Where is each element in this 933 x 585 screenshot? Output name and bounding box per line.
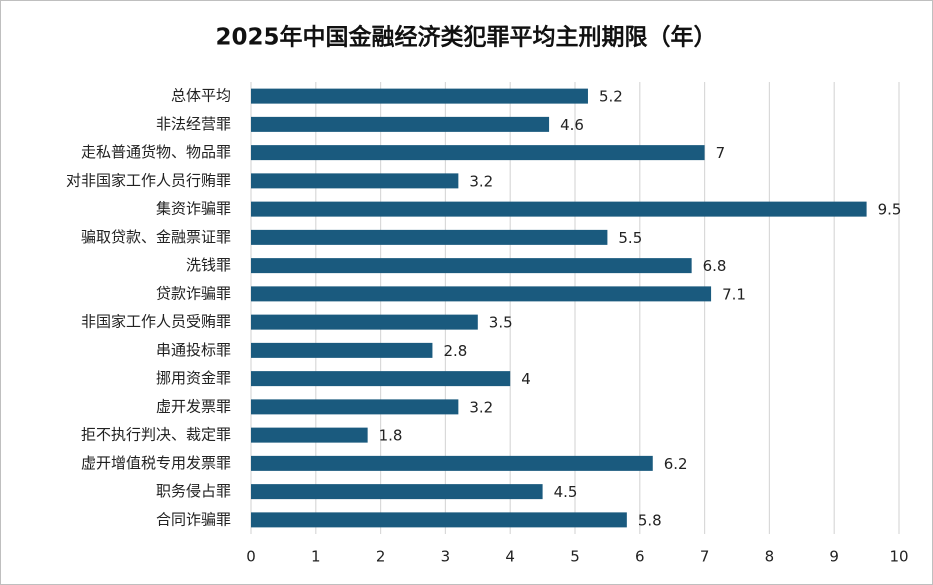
bar [251,116,550,132]
x-tick-label: 10 [889,548,908,566]
y-tick-label: 虚开增值税专用发票罪 [81,454,231,472]
data-label: 3.2 [469,398,493,416]
bar [251,286,712,302]
y-tick-label: 洗钱罪 [186,256,231,274]
bar [251,399,459,415]
y-tick-label: 走私普通货物、物品罪 [81,143,231,161]
data-label: 4.6 [560,116,584,134]
data-label: 5.2 [599,88,623,106]
bar [251,427,368,443]
bar [251,258,692,274]
y-tick-label: 贷款诈骗罪 [156,284,231,302]
x-tick-label: 3 [441,548,451,566]
bar [251,201,867,217]
bar [251,314,478,330]
y-tick-label: 串通投标罪 [156,341,231,359]
y-tick-label: 职务侵占罪 [156,482,231,500]
y-tick-label: 骗取贷款、金融票证罪 [81,228,231,246]
data-label: 6.2 [664,455,688,473]
chart-title: 2025年中国金融经济类犯罪平均主刑期限（年） [215,24,716,51]
y-tick-label: 非国家工作人员受贿罪 [81,313,231,331]
data-label: 5.5 [618,229,642,247]
bar [251,88,588,104]
bar [251,342,433,358]
x-tick-label: 1 [311,548,321,566]
data-label: 2.8 [443,342,467,360]
y-tick-label: 对非国家工作人员行贿罪 [66,171,231,189]
bar [251,229,608,245]
y-tick-label: 非法经营罪 [156,115,231,133]
data-label: 4.5 [554,483,578,501]
y-tick-label: 虚开发票罪 [156,397,231,415]
y-tick-label: 挪用资金罪 [156,369,231,387]
y-tick-label: 合同诈骗罪 [156,510,231,528]
x-tick-label: 2 [376,548,386,566]
y-tick-label: 集资诈骗罪 [156,200,231,218]
x-tick-label: 5 [570,548,580,566]
y-tick-label: 拒不执行判决、裁定罪 [81,426,231,444]
data-label: 7 [716,144,726,162]
x-tick-label: 0 [246,548,256,566]
x-tick-label: 9 [829,548,839,566]
x-tick-label: 8 [765,548,775,566]
bar [251,173,459,189]
data-label: 1.8 [379,427,403,445]
x-tick-label: 7 [700,548,710,566]
y-tick-label: 总体平均 [171,87,231,105]
bar [251,145,705,161]
bar [251,371,511,387]
data-label: 5.8 [638,511,662,529]
bar [251,512,627,528]
data-label: 9.5 [878,201,902,219]
bar [251,484,543,500]
data-label: 6.8 [703,257,727,275]
bar [251,455,653,471]
x-tick-label: 4 [505,548,515,566]
data-label: 3.5 [489,314,513,332]
data-label: 7.1 [722,285,746,303]
data-label: 3.2 [469,172,493,190]
data-label: 4 [521,370,531,388]
x-tick-label: 6 [635,548,645,566]
